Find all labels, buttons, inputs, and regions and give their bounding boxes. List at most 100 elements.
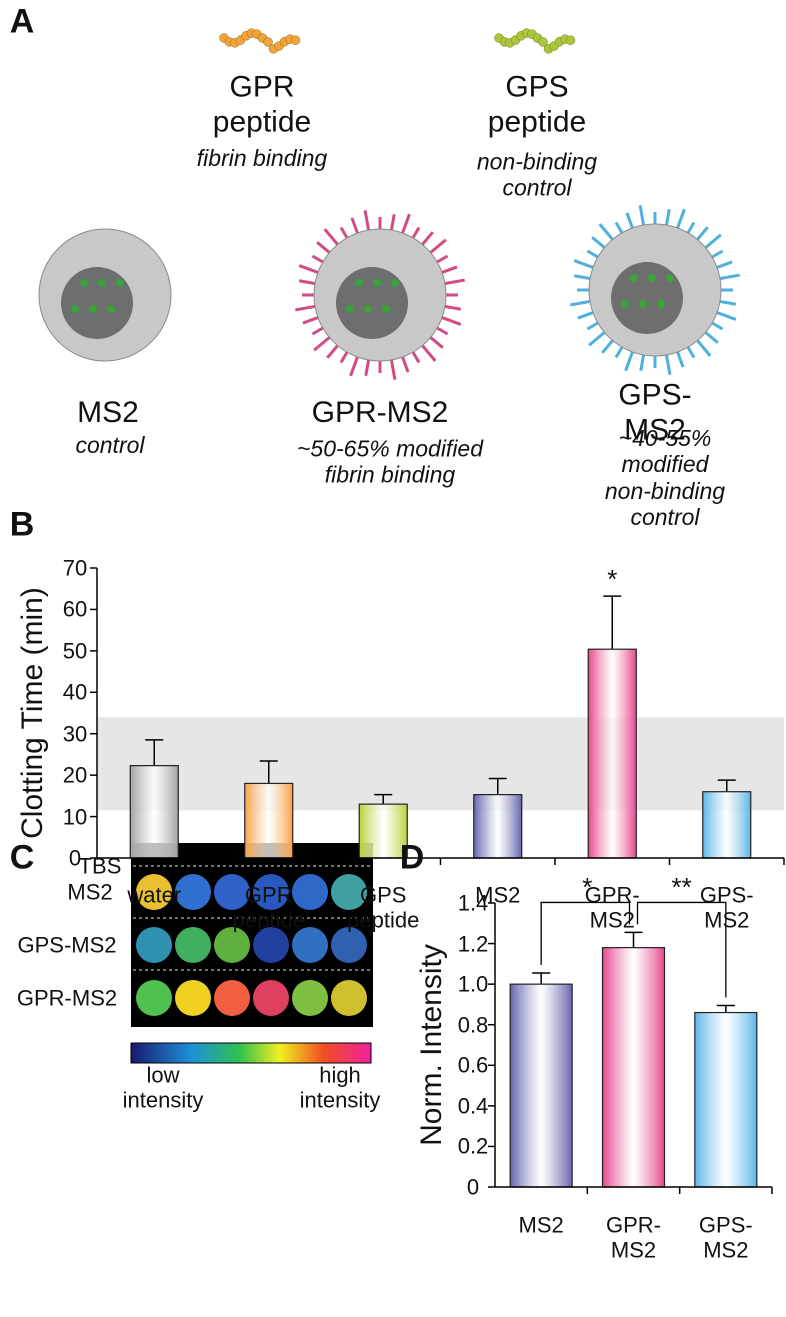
y-axis-label: Clotting Time (min) — [15, 587, 49, 839]
capsid-marker — [107, 305, 115, 313]
significance-bracket — [540, 901, 631, 965]
particle-note: ~40-55% modified non-binding control — [604, 425, 726, 531]
capsid-marker — [382, 305, 390, 313]
y-tick-label: 50 — [62, 638, 88, 664]
significance-mark: * — [607, 564, 618, 595]
peptide-atom — [538, 37, 548, 47]
x-tick-label: GPR- MS2 — [584, 882, 640, 933]
y-tick-label: 0.6 — [457, 1052, 489, 1078]
x-tick-label: water — [127, 882, 182, 908]
bar — [587, 648, 637, 859]
capsid-face — [336, 267, 408, 339]
bar — [473, 794, 523, 859]
y-tick-label: 0.8 — [457, 1012, 489, 1038]
capsid-marker — [355, 279, 363, 287]
y-tick-label: 1.2 — [457, 930, 489, 956]
well — [253, 874, 289, 910]
y-tick-label: 0 — [466, 1174, 480, 1200]
capsid-marker — [657, 300, 665, 308]
well — [331, 874, 367, 910]
row-label: GPS-MS2 — [17, 932, 117, 958]
particle-note: ~50-65% modified fibrin binding — [296, 435, 484, 488]
scale-low-label: low intensity — [122, 1062, 204, 1113]
well — [214, 874, 250, 910]
x-tick-label: GPR peptide — [232, 882, 305, 933]
well — [331, 980, 367, 1016]
x-tick-label: MS2 — [475, 882, 521, 908]
capsid-marker — [621, 300, 629, 308]
particle-name: GPS-MS2 — [618, 378, 692, 447]
well — [253, 927, 289, 963]
x-tick-label: GPS- MS2 — [698, 1212, 753, 1263]
peptide-name: GPS peptide — [487, 70, 587, 139]
peptide-note: fibrin binding — [196, 144, 328, 171]
capsid-marker — [71, 305, 79, 313]
y-tick-label: 0 — [68, 845, 82, 871]
reference-band — [97, 717, 784, 811]
well — [214, 927, 250, 963]
x-tick-label: GPR- MS2 — [606, 1212, 661, 1263]
capsid-marker — [98, 279, 106, 287]
particle-name: MS2 — [77, 395, 139, 429]
well — [331, 927, 367, 963]
capsid-marker — [373, 279, 381, 287]
capsid-marker — [80, 279, 88, 287]
bar — [358, 803, 408, 859]
y-tick-label: 70 — [62, 555, 88, 581]
y-tick-label: 1.4 — [457, 890, 489, 916]
capsid-marker — [666, 274, 674, 282]
panel-label: B — [9, 505, 35, 544]
capsid-marker — [648, 274, 656, 282]
color-bar — [130, 1042, 372, 1064]
well — [136, 927, 172, 963]
well — [136, 874, 172, 910]
y-tick-label: 40 — [62, 679, 88, 705]
peptide-atom — [263, 37, 273, 47]
capsid-marker — [639, 300, 647, 308]
panel-label: C — [9, 838, 35, 877]
well — [292, 874, 328, 910]
y-tick-label: 30 — [62, 721, 88, 747]
y-axis-label: Norm. Intensity — [414, 944, 448, 1146]
bar — [129, 765, 179, 859]
capsid-marker — [630, 274, 638, 282]
bar — [694, 1011, 758, 1188]
particle-name: GPR-MS2 — [311, 395, 449, 429]
scale-high-label: high intensity — [299, 1062, 381, 1113]
x-tick-label: GPS peptide — [347, 882, 420, 933]
well — [253, 980, 289, 1016]
y-tick-label: 10 — [62, 803, 88, 829]
panel-label: D — [399, 838, 425, 877]
row-label: MS2 — [67, 879, 113, 905]
y-tick-label: 0.4 — [457, 1093, 489, 1119]
well — [136, 980, 172, 1016]
panel-label: A — [9, 2, 35, 41]
well — [175, 927, 211, 963]
particle-note: control — [75, 431, 145, 458]
bar — [702, 791, 752, 859]
peptide-name: GPR peptide — [212, 70, 312, 139]
well — [214, 980, 250, 1016]
well — [292, 980, 328, 1016]
capsid-face — [611, 262, 683, 334]
peptide-atom — [565, 35, 576, 45]
y-tick-label: 20 — [62, 762, 88, 788]
bar — [244, 782, 294, 859]
significance-label: * — [582, 872, 593, 903]
well — [292, 927, 328, 963]
capsid-marker — [391, 279, 399, 287]
peptide-note: non-binding control — [476, 148, 598, 201]
peptide-atom — [290, 35, 301, 45]
capsid-marker — [364, 305, 372, 313]
row-label: GPR-MS2 — [16, 985, 118, 1011]
capsid-marker — [89, 305, 97, 313]
x-tick-label: GPS- MS2 — [699, 882, 754, 933]
x-tick-label: MS2 — [518, 1212, 564, 1238]
y-tick-label: 0.2 — [457, 1133, 489, 1159]
capsid-face — [61, 267, 133, 339]
bar — [509, 983, 573, 1188]
row-label: TBS — [78, 853, 122, 879]
capsid-marker — [116, 279, 124, 287]
